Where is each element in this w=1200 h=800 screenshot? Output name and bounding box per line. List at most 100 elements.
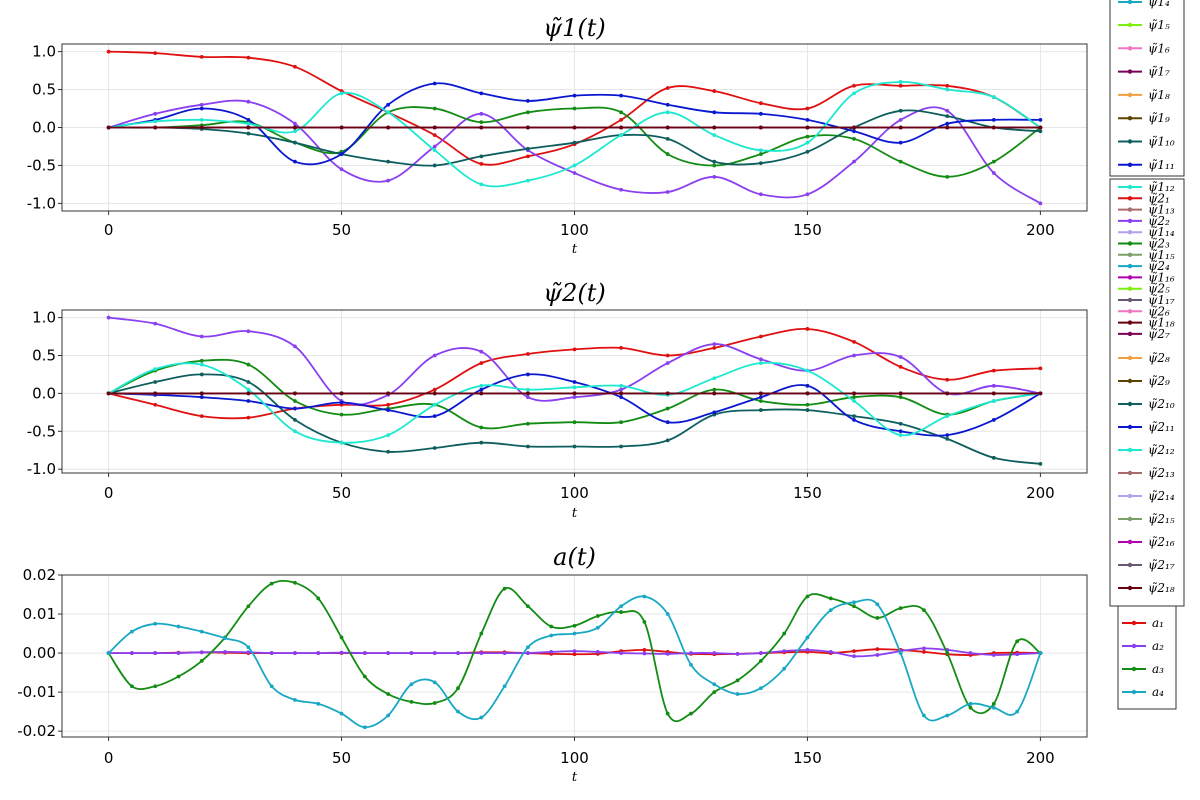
data-point [153, 367, 158, 372]
data-point [619, 346, 623, 350]
data-point [339, 635, 344, 640]
legend-entry: ψ̃1₁₁ [1118, 158, 1175, 172]
data-point [1015, 709, 1020, 714]
series-markers [106, 361, 1043, 445]
data-point [106, 391, 111, 396]
data-point [665, 420, 670, 425]
x-tick-label: 200 [1026, 484, 1055, 502]
data-point [689, 711, 693, 716]
data-point [1038, 366, 1043, 371]
data-point [502, 651, 507, 655]
data-point [456, 651, 460, 655]
legend-label: ψ̃1₁₄ [1148, 225, 1175, 239]
data-point [153, 621, 158, 626]
data-point [595, 625, 600, 630]
data-point [479, 387, 484, 392]
data-point [712, 110, 717, 115]
data-point [898, 355, 903, 359]
data-point [526, 146, 530, 151]
data-point [479, 440, 484, 445]
data-point [852, 339, 856, 344]
data-point [432, 391, 437, 396]
data-point [293, 64, 297, 69]
data-point [712, 163, 717, 168]
data-point [339, 412, 344, 417]
data-point [805, 118, 810, 122]
x-axis: 0 50 100 150 200 [104, 737, 1055, 767]
data-point [991, 705, 996, 710]
data-point [1038, 651, 1043, 655]
y-tick-label: 1.0 [32, 43, 56, 61]
legend-frame [1109, 178, 1185, 607]
data-point [432, 163, 437, 168]
y-axis: -1.0 -0.5 0.0 0.5 1.0 [27, 309, 62, 478]
legend-entry: a₂ [1122, 639, 1164, 653]
data-point [153, 125, 158, 130]
data-point [572, 391, 577, 396]
data-point [991, 455, 996, 460]
data-point [735, 651, 740, 656]
data-point [479, 182, 484, 187]
legend-swatch-marker [1127, 539, 1133, 545]
data-point [572, 385, 577, 390]
legend-swatch-marker [1127, 355, 1133, 361]
x-tick-label: 100 [560, 221, 589, 239]
data-point [153, 380, 158, 384]
data-point [176, 624, 181, 629]
legend-swatch-marker [1127, 139, 1133, 144]
data-point [432, 414, 437, 419]
data-point [898, 421, 903, 426]
x-axis: 0 50 100 150 200 [104, 473, 1055, 502]
legend-swatch-marker [1127, 22, 1133, 28]
data-point [479, 120, 484, 125]
x-axis-label: t [572, 242, 578, 257]
data-point [665, 86, 670, 90]
data-point [549, 633, 554, 638]
data-point [898, 364, 903, 369]
data-point [106, 315, 111, 320]
x-tick-label: 50 [332, 484, 351, 502]
data-point [665, 190, 670, 194]
data-point [386, 692, 391, 696]
data-point [386, 125, 391, 130]
data-point [199, 55, 204, 59]
plot-2: 0 50 100 150 200 -1.0 -0.5 0.0 0.5 1.0 ψ̃2(t) t [27, 279, 1088, 521]
x-axis-label: t [572, 506, 578, 521]
data-point [782, 649, 787, 654]
legend-swatch-marker [1127, 493, 1133, 499]
data-point [246, 650, 251, 655]
data-point [991, 383, 996, 388]
legend-entry-overlap: ψ̃2₂ [1118, 214, 1170, 228]
legend-label: ψ̃2₁₈ [1148, 581, 1175, 595]
data-point [526, 391, 530, 396]
data-point [619, 387, 623, 392]
data-point [293, 698, 297, 702]
data-point [898, 391, 903, 396]
legend-entry-partial: ψ̃1₄ [1118, 0, 1170, 9]
y-tick-label: -0.5 [27, 422, 56, 440]
data-point [758, 161, 763, 166]
data-point [199, 391, 204, 396]
legend-label: ψ̃2₁₁ [1148, 420, 1175, 434]
data-point [758, 361, 763, 365]
legend-label: ψ̃2₁₆ [1148, 535, 1175, 549]
data-point [758, 399, 763, 403]
data-point [758, 192, 763, 197]
legend-swatch-marker [1127, 218, 1133, 224]
x-tick-label: 200 [1026, 749, 1055, 767]
legend-entry: ψ̃2₁₄ [1118, 489, 1175, 503]
legend-entry: ψ̃2₉ [1118, 374, 1170, 388]
legend-psi1: ψ̃1₄ ψ̃1₅ ψ̃1₆ ψ̃1₇ ψ̃1₈ ψ̃1₉ ψ̃1₁₀ ψ̃1₁₁ [1109, 0, 1185, 177]
legend-label: ψ̃2₈ [1148, 351, 1170, 365]
data-point [199, 118, 204, 122]
legend-entry: ψ̃2₁₈ [1118, 581, 1175, 595]
data-point [805, 648, 810, 652]
legend-entry: ψ̃2₁₆ [1118, 535, 1175, 549]
legend-entry-overlap: ψ̃1₁₃ [1118, 203, 1175, 217]
data-point [945, 391, 950, 396]
legend-swatch-marker [1127, 184, 1133, 190]
legend-entry: ψ̃2₁₃ [1118, 466, 1175, 480]
data-point [875, 647, 880, 652]
data-point [945, 414, 950, 419]
data-point [945, 125, 950, 130]
